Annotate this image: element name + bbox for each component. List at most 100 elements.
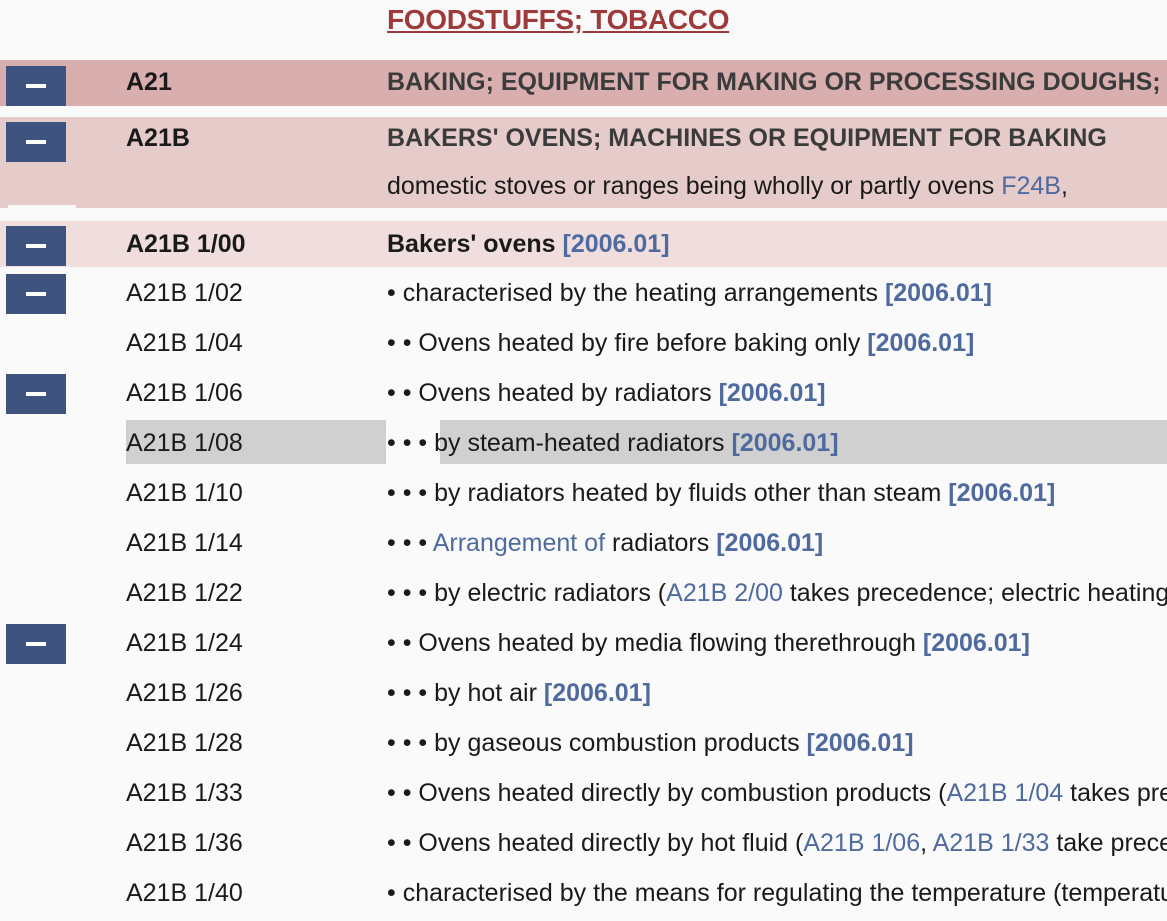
a21-title: BAKING; EQUIPMENT FOR MAKING OR PROCESSI… xyxy=(387,68,1167,96)
subgroup-text: by radiators heated by fluids other than… xyxy=(434,479,949,507)
subgroup-desc-1-33: • • Ovens heated directly by combustion … xyxy=(387,779,1167,808)
subgroup-desc-1-26: • • • by hot air [2006.01] xyxy=(387,679,1167,708)
subgroup-desc-1-36: • • Ovens heated directly by hot fluid (… xyxy=(387,829,1167,858)
minus-icon xyxy=(26,84,46,88)
reference-link[interactable]: A21B 1/04 xyxy=(946,779,1064,807)
minus-icon xyxy=(26,642,46,646)
indent-dots: • • xyxy=(387,629,419,657)
subgroup-symbol-1-28[interactable]: A21B 1/28 xyxy=(126,729,243,757)
subgroup-text-pre: Ovens heated directly by combustion prod… xyxy=(418,779,947,807)
indent-dots: • • • xyxy=(387,479,435,507)
subgroup-desc-1-22: • • • by electric radiators (A21B 2/00 t… xyxy=(387,579,1167,608)
reference-link[interactable]: A21B 1/06 xyxy=(803,829,921,857)
subgroup-text: characterised by the heating arrangement… xyxy=(402,279,885,307)
subgroup-symbol-1-04[interactable]: A21B 1/04 xyxy=(126,329,243,357)
a21b-title: BAKERS' OVENS; MACHINES OR EQUIPMENT FOR… xyxy=(387,124,1107,152)
indent-dots: • • xyxy=(387,829,419,857)
a21b-note-link[interactable]: F24B xyxy=(1001,172,1061,200)
version-tag[interactable]: [2006.01] xyxy=(716,529,824,557)
indent-dots: • • • xyxy=(387,429,435,457)
reference-link[interactable]: Arrangement of xyxy=(432,529,606,557)
a21-symbol[interactable]: A21 xyxy=(126,68,172,96)
group-symbol[interactable]: A21B 1/00 xyxy=(126,230,246,258)
version-tag[interactable]: [2006.01] xyxy=(884,279,992,307)
subgroup-text: characterised by the means for regulatin… xyxy=(402,879,1167,907)
a21b-left-gap xyxy=(8,205,76,211)
minus-icon xyxy=(26,392,46,396)
group-1-00-row xyxy=(0,221,1167,267)
collapse-1-00-button[interactable] xyxy=(6,226,66,266)
subgroup-desc-1-10: • • • by radiators heated by fluids othe… xyxy=(387,479,1167,508)
subgroup-text: by gaseous combustion products xyxy=(434,729,807,757)
subgroup-symbol-1-14[interactable]: A21B 1/14 xyxy=(126,529,243,557)
reference-link[interactable]: A21B 2/00 xyxy=(666,579,783,607)
indent-dots: • xyxy=(387,879,403,907)
subgroup-desc-1-04: • • Ovens heated by fire before baking o… xyxy=(387,329,1167,358)
collapse-a21b-button[interactable] xyxy=(6,122,66,162)
version-tag[interactable]: [2006.01] xyxy=(922,629,1030,657)
a21-row xyxy=(0,60,1167,106)
a21b-note-text: domestic stoves or ranges being wholly o… xyxy=(387,172,1002,200)
subgroup-symbol-1-36[interactable]: A21B 1/36 xyxy=(126,829,243,857)
collapse-1-02-button[interactable] xyxy=(6,274,66,314)
indent-dots: • xyxy=(387,279,403,307)
indent-dots: • • • xyxy=(387,579,435,607)
indent-dots: • • • xyxy=(387,529,433,557)
subgroup-text-pre: by electric radiators ( xyxy=(434,579,667,607)
reference-link-2[interactable]: A21B 1/33 xyxy=(932,829,1050,857)
subgroup-symbol-1-02[interactable]: A21B 1/02 xyxy=(126,279,243,307)
minus-icon xyxy=(26,140,46,144)
subgroup-symbol-1-06[interactable]: A21B 1/06 xyxy=(126,379,243,407)
subgroup-desc-1-40: • characterised by the means for regulat… xyxy=(387,879,1167,908)
indent-dots: • • xyxy=(387,329,419,357)
highlight-desc-1-08 xyxy=(440,420,1167,464)
subgroup-desc-1-02: • characterised by the heating arrangeme… xyxy=(387,279,1167,308)
subgroup-symbol-1-24[interactable]: A21B 1/24 xyxy=(126,629,243,657)
a21b-note: domestic stoves or ranges being wholly o… xyxy=(387,172,1167,201)
subgroup-desc-1-06: • • Ovens heated by radiators [2006.01] xyxy=(387,379,1167,408)
a21b-note-tail: , xyxy=(1060,172,1068,200)
subgroup-text-2: take precedence) xyxy=(1056,829,1167,857)
version-tag[interactable]: [2006.01] xyxy=(948,479,1056,507)
subgroup-symbol-1-22[interactable]: A21B 1/22 xyxy=(126,579,243,607)
a21b-row xyxy=(0,117,1167,208)
subgroup-desc-1-28: • • • by gaseous combustion products [20… xyxy=(387,729,1167,758)
collapse-1-06-button[interactable] xyxy=(6,374,66,414)
minus-icon xyxy=(26,292,46,296)
subgroup-desc-1-14: • • • Arrangement of radiators [2006.01] xyxy=(387,529,1167,558)
subgroup-text: Ovens heated by fire before baking only xyxy=(418,329,868,357)
subgroup-symbol-1-40[interactable]: A21B 1/40 xyxy=(126,879,243,907)
group-title: Bakers' ovens xyxy=(387,230,563,258)
subgroup-symbol-1-10[interactable]: A21B 1/10 xyxy=(126,479,243,507)
version-tag[interactable]: [2006.01] xyxy=(718,379,826,407)
subgroup-text: Ovens heated by media flowing therethrou… xyxy=(418,629,923,657)
subgroup-desc-1-08: • • • by steam-heated radiators [2006.01… xyxy=(387,429,1167,458)
subgroup-text: Ovens heated by radiators xyxy=(418,379,719,407)
collapse-1-24-button[interactable] xyxy=(6,624,66,664)
version-tag[interactable]: [2006.01] xyxy=(562,230,670,258)
version-tag[interactable]: [2006.01] xyxy=(543,679,651,707)
version-tag[interactable]: [2006.01] xyxy=(867,329,975,357)
subgroup-text-pre: Ovens heated directly by hot fluid ( xyxy=(418,829,804,857)
indent-dots: • • xyxy=(387,379,419,407)
indent-dots: • • • xyxy=(387,679,435,707)
highlight-symbol-1-08 xyxy=(126,420,386,464)
version-tag[interactable]: [2006.01] xyxy=(806,729,914,757)
section-title-link[interactable]: FOODSTUFFS; TOBACCO xyxy=(387,4,730,35)
subgroup-text: radiators xyxy=(605,529,717,557)
group-description: Bakers' ovens [2006.01] xyxy=(387,230,1167,259)
subgroup-text: takes precedence; electric heating eleme… xyxy=(789,579,1167,607)
subgroup-text: by hot air xyxy=(434,679,544,707)
subgroup-symbol-1-33[interactable]: A21B 1/33 xyxy=(126,779,243,807)
subgroup-text: by steam-heated radiators xyxy=(434,429,732,457)
indent-dots: • • xyxy=(387,779,419,807)
subgroup-symbol-1-08[interactable]: A21B 1/08 xyxy=(126,429,243,457)
subgroup-symbol-1-26[interactable]: A21B 1/26 xyxy=(126,679,243,707)
subgroup-desc-1-24: • • Ovens heated by media flowing theret… xyxy=(387,629,1167,658)
version-tag[interactable]: [2006.01] xyxy=(731,429,839,457)
a21b-symbol[interactable]: A21B xyxy=(126,124,190,152)
subgroup-text: takes precedence) xyxy=(1070,779,1167,807)
indent-dots: • • • xyxy=(387,729,435,757)
minus-icon xyxy=(26,244,46,248)
collapse-a21-button[interactable] xyxy=(6,66,66,106)
